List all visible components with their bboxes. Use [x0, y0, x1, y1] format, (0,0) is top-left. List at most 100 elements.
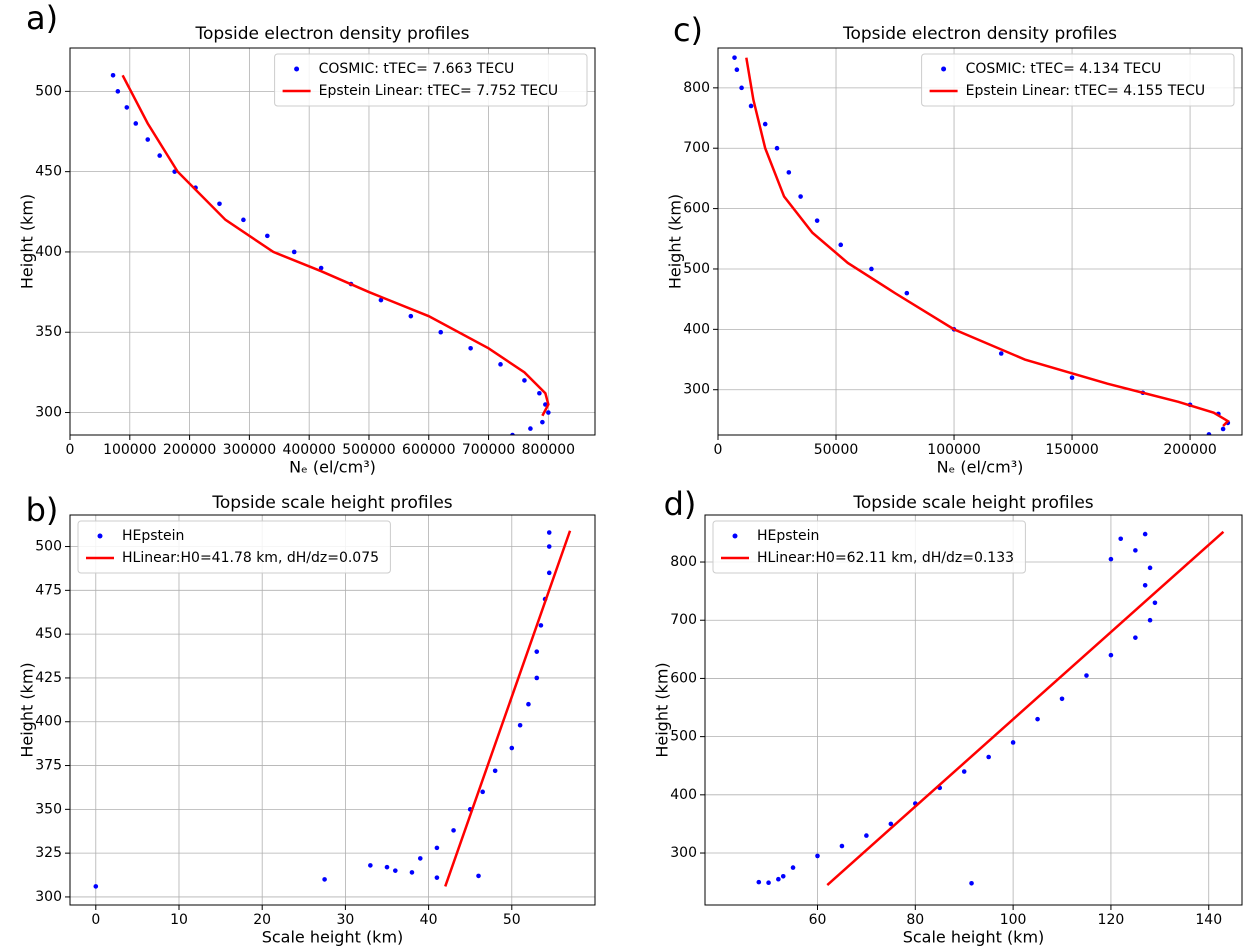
- plot-frame: [704, 514, 1243, 906]
- plot-frame: [717, 47, 1243, 436]
- legend-label: HEpstein: [757, 528, 819, 544]
- x-axis-label: Nₑ (el/cm³): [289, 458, 376, 477]
- panel: d) Topside scale height profiles 60 80 100 12…: [653, 485, 1243, 947]
- legend-box: [712, 520, 1026, 574]
- x-tick-label: 40: [420, 912, 438, 928]
- data-point: [409, 870, 415, 875]
- data-point: [546, 570, 552, 576]
- data-point: [368, 863, 373, 868]
- legend-box: [921, 53, 1235, 107]
- data-point: [526, 701, 531, 707]
- panel-label: c): [673, 11, 703, 49]
- data-point: [157, 153, 162, 158]
- y-tick-label: 325: [35, 845, 62, 861]
- data-point: [961, 769, 967, 774]
- y-tick-label: 475: [35, 582, 62, 598]
- x-tick-label: 80: [906, 912, 924, 928]
- data-point: [1206, 432, 1212, 435]
- y-tick-label: 400: [670, 787, 697, 803]
- data-point: [756, 879, 762, 885]
- data-point: [734, 67, 740, 73]
- data-point: [110, 72, 116, 78]
- data-point: [217, 201, 222, 207]
- legend-swatch: [97, 533, 103, 539]
- data-point: [838, 242, 844, 248]
- x-tick-label: 700000: [462, 442, 515, 458]
- x-tick-label: 100000: [103, 442, 156, 458]
- data-point: [517, 722, 523, 728]
- data-point: [1108, 652, 1114, 658]
- x-tick-label: 0: [714, 442, 723, 458]
- data-point: [318, 265, 324, 271]
- data-point: [534, 675, 540, 681]
- data-point: [145, 137, 151, 142]
- y-tick-label: 450: [35, 626, 62, 642]
- data-point: [1084, 673, 1089, 678]
- data-point: [498, 362, 503, 367]
- data-point: [451, 828, 456, 833]
- x-tick-label: 600000: [402, 442, 455, 458]
- legend-swatch: [294, 66, 300, 72]
- data-point: [904, 290, 910, 296]
- chart-title: Topside electron density profiles: [194, 24, 469, 44]
- legend-label: HLinear:H0=62.11 km, dH/dz=0.133: [757, 550, 1014, 566]
- data-point: [546, 544, 552, 549]
- data-point: [786, 170, 792, 175]
- legend-box: [274, 53, 588, 107]
- data-point: [480, 789, 485, 795]
- data-point: [1133, 635, 1138, 640]
- data-point: [468, 345, 473, 351]
- legend-label: HLinear:H0=41.78 km, dH/dz=0.075: [122, 550, 379, 566]
- x-tick-label: 300000: [223, 442, 276, 458]
- y-tick-label: 800: [670, 554, 697, 570]
- panel-label: a): [26, 0, 58, 37]
- x-tick-label: 30: [336, 912, 354, 928]
- data-point: [265, 233, 270, 239]
- x-tick-label: 400000: [282, 442, 335, 458]
- legend-label: COSMIC: tTEC= 4.134 TECU: [966, 61, 1162, 77]
- panel: b) Topside scale height profiles 0 10 20 30 40…: [18, 491, 596, 947]
- data-point: [864, 833, 869, 838]
- panel-label: d): [664, 485, 697, 523]
- data-point: [839, 843, 845, 849]
- y-tick-label: 300: [670, 845, 697, 861]
- y-tick-label: 300: [35, 889, 62, 905]
- data-point: [291, 249, 297, 255]
- x-tick-label: 100: [1000, 912, 1027, 928]
- legend-label: Epstein Linear: tTEC= 4.155 TECU: [966, 83, 1206, 99]
- data-point: [798, 194, 803, 199]
- data-point: [537, 390, 542, 396]
- data-point: [1142, 531, 1148, 537]
- y-axis-label: Height (km): [18, 662, 37, 757]
- y-tick-label: 700: [683, 140, 710, 156]
- data-point: [93, 884, 99, 889]
- y-tick-label: 500: [683, 261, 710, 277]
- fit-line: [826, 530, 1225, 886]
- data-point: [241, 217, 246, 223]
- data-point: [790, 865, 796, 870]
- legend: HEpstein HLinear:H0=41.78 km, dH/dz=0.075: [77, 520, 391, 574]
- chart-title: Topside scale height profiles: [852, 493, 1093, 513]
- panel: c) Topside electron density profiles 0 5000…: [666, 11, 1243, 477]
- legend-swatch: [941, 66, 947, 72]
- legend: COSMIC: tTEC= 7.663 TECU Epstein Linear: …: [274, 53, 588, 107]
- data-point: [534, 649, 540, 654]
- data-point: [1118, 536, 1124, 542]
- y-tick-label: 400: [35, 244, 62, 260]
- x-tick-label: 140: [1195, 912, 1222, 928]
- x-tick-label: 20: [253, 912, 271, 928]
- data-point: [814, 218, 820, 223]
- data-point: [1147, 565, 1153, 571]
- data-point: [732, 55, 737, 60]
- legend-swatch: [732, 533, 738, 539]
- data-point: [124, 105, 130, 110]
- y-tick-label: 375: [35, 758, 62, 774]
- data-point: [384, 864, 390, 870]
- data-point: [1220, 426, 1226, 432]
- data-point: [762, 121, 768, 127]
- x-tick-label: 100000: [927, 442, 980, 458]
- chart-title: Topside scale height profiles: [211, 493, 452, 513]
- x-tick-label: 50000: [814, 442, 859, 458]
- data-point: [408, 313, 414, 319]
- data-point: [476, 873, 481, 879]
